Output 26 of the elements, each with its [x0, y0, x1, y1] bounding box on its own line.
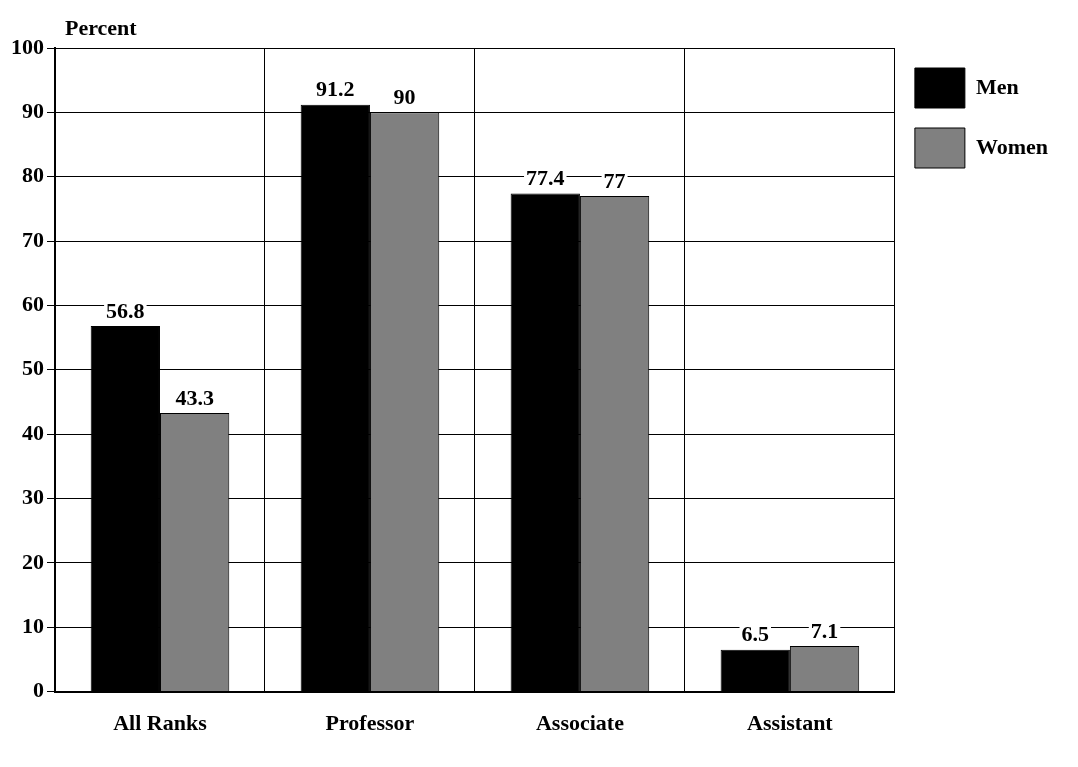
y-tick-label: 20	[22, 548, 44, 574]
x-tick-label: Assistant	[747, 710, 834, 736]
y-tick-label: 90	[22, 98, 44, 124]
x-tick-label: All Ranks	[113, 710, 208, 736]
y-tick-label: 30	[22, 484, 44, 510]
y-tick-label: 0	[33, 677, 44, 703]
data-label: 91.2	[316, 76, 355, 102]
x-tick-label: Associate	[535, 710, 625, 736]
data-label: 7.1	[810, 617, 839, 643]
data-label: 56.8	[106, 297, 145, 323]
data-label: 43.3	[175, 384, 214, 410]
y-tick-label: 60	[22, 291, 44, 317]
legend-label: Women	[975, 133, 1049, 159]
y-tick-label: 10	[22, 612, 44, 638]
data-label: 90	[393, 84, 416, 110]
y-tick-label: 80	[22, 162, 44, 188]
data-label: 77.4	[526, 165, 565, 191]
legend-label: Men	[975, 73, 1019, 99]
y-tick-label: 50	[22, 355, 44, 381]
y-tick-label: 40	[22, 419, 44, 445]
data-label: 77	[603, 167, 626, 193]
y-tick-label: 100	[11, 33, 44, 59]
y-axis-title: Percent	[65, 14, 138, 40]
x-tick-label: Professor	[325, 710, 415, 736]
y-tick-label: 70	[22, 226, 44, 252]
data-label: 6.5	[741, 621, 770, 647]
